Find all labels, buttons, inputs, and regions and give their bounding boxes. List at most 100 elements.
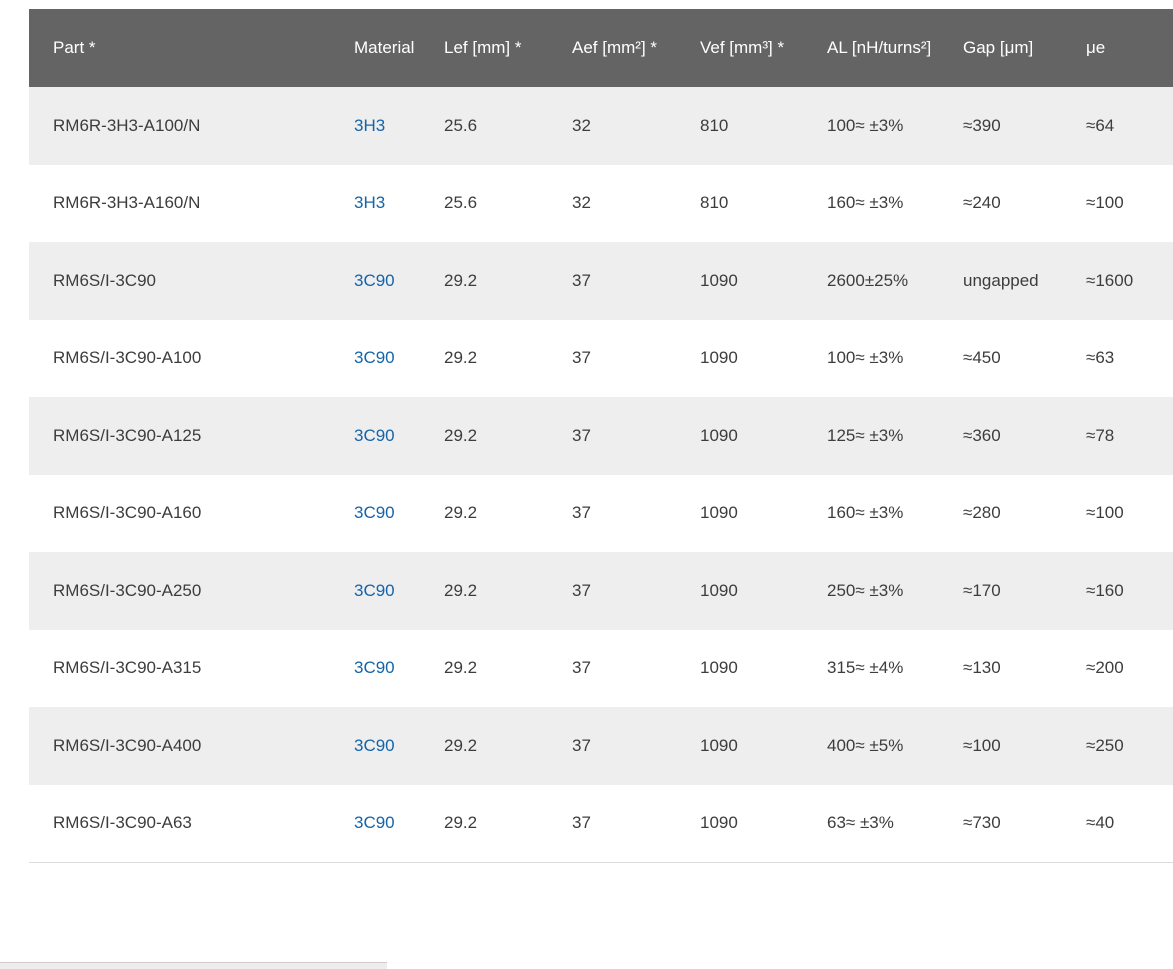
vef-cell: 1090 xyxy=(700,475,827,553)
al-cell: 2600±25% xyxy=(827,242,963,320)
column-header-lef: Lef [mm] * xyxy=(444,9,572,87)
table-row: RM6S/I-3C90-A250 3C90 29.2 37 1090 250≈ … xyxy=(29,552,1173,630)
column-header-ue: μe xyxy=(1086,9,1173,87)
aef-cell: 37 xyxy=(572,320,700,398)
material-link[interactable]: 3C90 xyxy=(354,426,395,445)
vef-cell: 1090 xyxy=(700,397,827,475)
table-row: RM6R-3H3-A100/N 3H3 25.6 32 810 100≈ ±3%… xyxy=(29,87,1173,165)
part-cell: RM6S/I-3C90-A315 xyxy=(29,630,354,708)
column-header-al: AL [nH/turns²] xyxy=(827,9,963,87)
vef-cell: 810 xyxy=(700,87,827,165)
aef-cell: 37 xyxy=(572,475,700,553)
column-header-part: Part * xyxy=(29,9,354,87)
gap-cell: ≈240 xyxy=(963,165,1086,243)
al-cell: 250≈ ±3% xyxy=(827,552,963,630)
material-cell: 3C90 xyxy=(354,242,444,320)
lef-cell: 29.2 xyxy=(444,242,572,320)
ue-cell: ≈100 xyxy=(1086,475,1173,553)
table-row: RM6S/I-3C90-A400 3C90 29.2 37 1090 400≈ … xyxy=(29,707,1173,785)
aef-cell: 37 xyxy=(572,785,700,863)
lef-cell: 29.2 xyxy=(444,552,572,630)
ue-cell: ≈100 xyxy=(1086,165,1173,243)
material-link[interactable]: 3C90 xyxy=(354,348,395,367)
al-cell: 315≈ ±4% xyxy=(827,630,963,708)
gap-cell: ≈100 xyxy=(963,707,1086,785)
material-cell: 3C90 xyxy=(354,397,444,475)
al-cell: 160≈ ±3% xyxy=(827,475,963,553)
gap-cell: ≈170 xyxy=(963,552,1086,630)
aef-cell: 37 xyxy=(572,397,700,475)
aef-cell: 32 xyxy=(572,87,700,165)
al-cell: 160≈ ±3% xyxy=(827,165,963,243)
ue-cell: ≈64 xyxy=(1086,87,1173,165)
material-link[interactable]: 3H3 xyxy=(354,193,385,212)
material-link[interactable]: 3C90 xyxy=(354,658,395,677)
lef-cell: 25.6 xyxy=(444,87,572,165)
ue-cell: ≈160 xyxy=(1086,552,1173,630)
table-row: RM6S/I-3C90-A63 3C90 29.2 37 1090 63≈ ±3… xyxy=(29,785,1173,863)
column-header-aef: Aef [mm²] * xyxy=(572,9,700,87)
core-parametric-table: Part * Material Lef [mm] * Aef [mm²] * V… xyxy=(29,9,1173,863)
material-cell: 3C90 xyxy=(354,552,444,630)
horizontal-scrollbar-thumb[interactable] xyxy=(0,962,387,969)
vef-cell: 1090 xyxy=(700,707,827,785)
table-row: RM6S/I-3C90-A125 3C90 29.2 37 1090 125≈ … xyxy=(29,397,1173,475)
material-link[interactable]: 3C90 xyxy=(354,813,395,832)
gap-cell: ≈280 xyxy=(963,475,1086,553)
al-cell: 125≈ ±3% xyxy=(827,397,963,475)
part-cell: RM6S/I-3C90-A63 xyxy=(29,785,354,863)
gap-cell: ≈360 xyxy=(963,397,1086,475)
aef-cell: 37 xyxy=(572,630,700,708)
vef-cell: 1090 xyxy=(700,320,827,398)
table-row: RM6S/I-3C90-A100 3C90 29.2 37 1090 100≈ … xyxy=(29,320,1173,398)
part-cell: RM6S/I-3C90-A250 xyxy=(29,552,354,630)
lef-cell: 29.2 xyxy=(444,320,572,398)
gap-cell: ≈130 xyxy=(963,630,1086,708)
material-cell: 3H3 xyxy=(354,87,444,165)
lef-cell: 29.2 xyxy=(444,630,572,708)
part-cell: RM6S/I-3C90-A400 xyxy=(29,707,354,785)
al-cell: 63≈ ±3% xyxy=(827,785,963,863)
material-link[interactable]: 3C90 xyxy=(354,581,395,600)
gap-cell: ungapped xyxy=(963,242,1086,320)
part-cell: RM6R-3H3-A160/N xyxy=(29,165,354,243)
table-body: RM6R-3H3-A100/N 3H3 25.6 32 810 100≈ ±3%… xyxy=(29,87,1173,862)
table-row: RM6S/I-3C90-A315 3C90 29.2 37 1090 315≈ … xyxy=(29,630,1173,708)
column-header-vef: Vef [mm³] * xyxy=(700,9,827,87)
parametric-table-container: Part * Material Lef [mm] * Aef [mm²] * V… xyxy=(29,9,1173,863)
ue-cell: ≈63 xyxy=(1086,320,1173,398)
material-cell: 3C90 xyxy=(354,707,444,785)
column-header-gap: Gap [μm] xyxy=(963,9,1086,87)
lef-cell: 25.6 xyxy=(444,165,572,243)
material-cell: 3C90 xyxy=(354,475,444,553)
al-cell: 400≈ ±5% xyxy=(827,707,963,785)
lef-cell: 29.2 xyxy=(444,475,572,553)
part-cell: RM6R-3H3-A100/N xyxy=(29,87,354,165)
vef-cell: 1090 xyxy=(700,552,827,630)
vef-cell: 1090 xyxy=(700,242,827,320)
table-row: RM6R-3H3-A160/N 3H3 25.6 32 810 160≈ ±3%… xyxy=(29,165,1173,243)
material-link[interactable]: 3H3 xyxy=(354,116,385,135)
al-cell: 100≈ ±3% xyxy=(827,87,963,165)
gap-cell: ≈450 xyxy=(963,320,1086,398)
ue-cell: ≈250 xyxy=(1086,707,1173,785)
aef-cell: 37 xyxy=(572,707,700,785)
aef-cell: 37 xyxy=(572,242,700,320)
ue-cell: ≈40 xyxy=(1086,785,1173,863)
material-cell: 3C90 xyxy=(354,630,444,708)
part-cell: RM6S/I-3C90-A160 xyxy=(29,475,354,553)
material-link[interactable]: 3C90 xyxy=(354,503,395,522)
lef-cell: 29.2 xyxy=(444,785,572,863)
column-header-material: Material xyxy=(354,9,444,87)
lef-cell: 29.2 xyxy=(444,397,572,475)
material-cell: 3H3 xyxy=(354,165,444,243)
ue-cell: ≈1600 xyxy=(1086,242,1173,320)
gap-cell: ≈730 xyxy=(963,785,1086,863)
table-header-row: Part * Material Lef [mm] * Aef [mm²] * V… xyxy=(29,9,1173,87)
part-cell: RM6S/I-3C90-A125 xyxy=(29,397,354,475)
material-link[interactable]: 3C90 xyxy=(354,271,395,290)
material-link[interactable]: 3C90 xyxy=(354,736,395,755)
part-cell: RM6S/I-3C90-A100 xyxy=(29,320,354,398)
gap-cell: ≈390 xyxy=(963,87,1086,165)
table-row: RM6S/I-3C90 3C90 29.2 37 1090 2600±25% u… xyxy=(29,242,1173,320)
